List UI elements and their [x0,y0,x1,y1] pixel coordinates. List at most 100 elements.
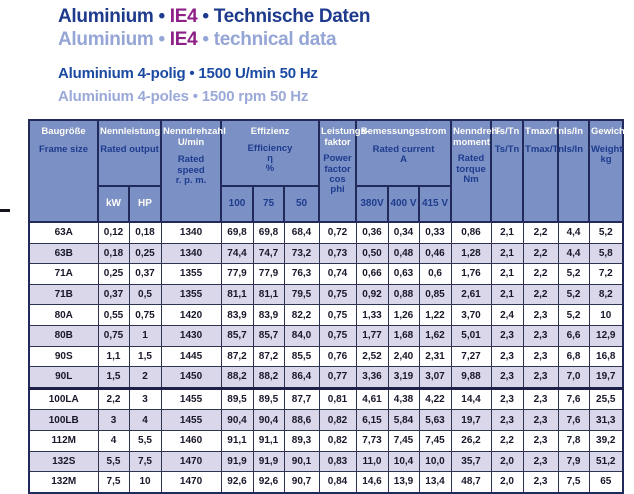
data-cell: 88,6 [283,409,320,431]
data-cell: 84,0 [283,324,320,347]
page-title-block: Aluminium • IE4 • Technische Daten Alumi… [58,5,370,51]
data-cell: 10,0 [418,450,452,473]
data-cell: 6,15 [355,409,389,431]
data-cell: 73,2 [283,242,320,265]
data-cell: 3,19 [387,366,420,389]
data-cell: 5,5 [128,429,162,452]
data-cell: 1460 [160,429,222,452]
data-cell: 0,75 [97,324,130,347]
data-cell: 3,36 [355,366,389,389]
data-cell: 2,3 [522,304,559,326]
header-label-de: HP [138,198,152,210]
header-label-en: Is/In [564,143,584,155]
data-cell: 1,62 [418,324,452,347]
data-cell: 2,2 [97,386,130,411]
title-brand: Aluminium [58,6,154,27]
data-cell: 3 [128,386,162,411]
data-cell: 0,25 [97,263,130,285]
col-header-is-in: Is/In Is/In [557,119,591,223]
data-cell: 0,92 [355,283,389,306]
header-label-de: Nenndreh- moment [453,126,501,148]
data-cell: 0,84 [318,471,357,494]
efficiency-class-label: IE4 [169,29,198,50]
data-cell: 0,76 [318,345,357,368]
data-cell: 7,5 [97,471,130,494]
data-cell: 2,1 [490,242,524,265]
data-cell: 5,01 [450,324,492,347]
motor-data-table: Baugröße Frame size Nennleistung Rated o… [28,119,628,494]
data-cell: 2,3 [522,386,559,411]
data-cell: 7,45 [418,429,452,452]
data-cell: 5,5 [97,450,130,473]
data-cell: 51,2 [588,450,624,473]
data-cell: 2,3 [522,409,559,431]
subcol-header-eff-50: 50 [283,185,321,223]
data-cell: 1420 [160,304,222,326]
data-cell: 0,46 [418,242,452,265]
data-cell: 4,4 [557,221,590,244]
data-cell: 88,2 [220,366,254,389]
data-cell: 8,2 [588,283,624,306]
data-cell: 1430 [160,324,222,347]
data-cell: 2,3 [522,345,559,368]
subtitle-german: Aluminium 4-polig • 1500 U/min 50 Hz [58,65,318,82]
header-label-de: kW [106,198,121,210]
data-cell: 31,3 [588,409,624,431]
title-brand: Aluminium [58,29,154,50]
data-cell: 7,5 [128,450,162,473]
data-cell: 0,82 [318,429,357,452]
data-cell: 0,33 [418,221,452,244]
table-row: 63A 0,12 0,18 1340 69,8 69,8 68,4 0,72 0,36 0,34 0… [28,221,624,244]
data-cell: 13,4 [418,471,452,494]
col-header-frame-size: Baugröße Frame size [28,119,99,223]
data-cell: 14,4 [450,386,492,411]
data-cell: 2,0 [490,450,524,473]
data-cell: 26,2 [450,429,492,452]
data-cell: 81,1 [220,283,254,306]
data-cell: 2,1 [490,263,524,285]
header-label-de: Nennleistung [100,126,161,137]
data-cell: 0,74 [318,263,357,285]
data-cell: 65 [588,471,624,494]
data-cell: 87,2 [252,345,285,368]
data-cell: 5,2 [557,263,590,285]
section-subtitle-block: Aluminium 4-polig • 1500 U/min 50 Hz Alu… [58,62,318,108]
data-cell: 9,88 [450,366,492,389]
col-header-weight: Gewicht Weight kg [588,119,628,223]
data-cell: 0,63 [387,263,420,285]
data-cell: 1,77 [355,324,389,347]
data-cell: 2,2 [522,283,559,306]
data-cell: 0,55 [97,304,130,326]
table-row: 90L 1,5 2 1450 88,2 88,2 86,4 0,77 3,36 3,19 3,07 9… [28,366,624,389]
data-cell: 91,1 [220,429,254,452]
data-cell: 2,2 [522,221,559,244]
data-cell: 7,5 [557,471,590,494]
bullet-separator: • [158,29,165,50]
header-label-en: Rated current A [372,143,435,165]
data-cell: 0,18 [97,242,130,265]
data-cell: 89,5 [252,386,285,411]
data-cell: 7,6 [557,386,590,411]
data-cell: 1355 [160,283,222,306]
data-cell: 91,9 [220,450,254,473]
data-cell: 90,7 [283,471,320,494]
title-english: Aluminium • IE4 • technical data [58,28,370,51]
data-cell: 2,1 [490,283,524,306]
data-cell: 79,5 [283,283,320,306]
data-cell: 0,82 [318,409,357,431]
data-cell: 10,4 [387,450,420,473]
header-label-de: Tmax/Tn [525,126,565,137]
header-label-en: Ts/Tn [494,143,520,155]
data-cell: 0,86 [450,221,492,244]
data-cell: 12,9 [588,324,624,347]
data-cell: 35,7 [450,450,492,473]
header-label-en: 400 V [390,197,417,209]
data-cell: 77,9 [220,263,254,285]
data-cell: 0,73 [318,242,357,265]
data-cell: 2,3 [522,450,559,473]
frame-size-cell: 132S [28,450,99,473]
header-label-en: 415 V [421,197,449,209]
data-cell: 2,2 [490,429,524,452]
col-header-rated-speed: Nenndrehzahl U/min Rated speed r. p. m. [160,119,226,223]
data-cell: 2,3 [522,429,559,452]
